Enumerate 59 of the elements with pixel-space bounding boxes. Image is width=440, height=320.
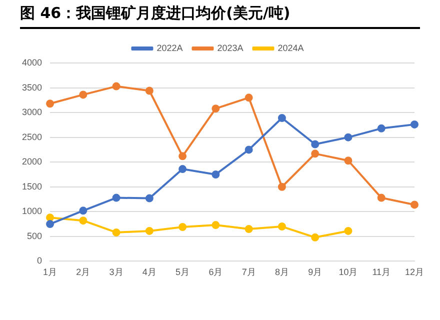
point xyxy=(145,86,154,95)
point xyxy=(344,156,352,165)
point xyxy=(278,182,286,191)
point xyxy=(46,100,54,108)
point xyxy=(244,94,253,102)
point xyxy=(46,214,54,222)
legend-label: 2022A xyxy=(156,42,183,53)
y-tick-label: 500 xyxy=(26,230,42,241)
x-tick-label: 2月 xyxy=(76,267,90,278)
point xyxy=(79,206,88,215)
point xyxy=(278,114,286,122)
point xyxy=(79,216,88,225)
point xyxy=(178,165,187,174)
y-tick-label: 1500 xyxy=(22,181,42,192)
y-tick-label: 3000 xyxy=(22,107,42,118)
x-tick-label: 10月 xyxy=(338,267,358,278)
point xyxy=(278,222,286,231)
point xyxy=(212,221,220,230)
point xyxy=(377,124,386,132)
point xyxy=(178,223,187,232)
legend-label: 2023A xyxy=(217,42,244,53)
x-tick-label: 8月 xyxy=(274,267,289,278)
x-tick-label: 6月 xyxy=(208,267,223,278)
y-tick-label: 2000 xyxy=(22,156,42,167)
point xyxy=(410,120,418,128)
y-tick-label: 2500 xyxy=(22,132,42,142)
x-tick-label: 11月 xyxy=(372,267,391,278)
point xyxy=(244,146,253,154)
y-tick-label: 1000 xyxy=(22,206,42,216)
x-tick-label: 9月 xyxy=(308,267,322,278)
legend-label: 2024A xyxy=(278,42,304,53)
point xyxy=(344,133,352,142)
point xyxy=(410,200,418,209)
y-tick-label: 4000 xyxy=(22,57,42,68)
x-tick-label: 5月 xyxy=(176,267,190,278)
point xyxy=(112,228,120,236)
point xyxy=(178,152,187,160)
point xyxy=(311,233,320,242)
point xyxy=(311,150,320,158)
point xyxy=(244,224,253,233)
x-tick-label: 12月 xyxy=(404,267,424,278)
x-tick-label: 1月 xyxy=(43,267,58,278)
x-tick-label: 4月 xyxy=(142,267,156,278)
point xyxy=(212,170,220,178)
point xyxy=(212,104,220,113)
point xyxy=(112,194,120,202)
y-tick-label: 3500 xyxy=(22,82,42,92)
point xyxy=(311,140,320,148)
chart-title: 图 46：我国锂矿月度进口均价(美元/吨) xyxy=(20,4,420,29)
point xyxy=(145,226,154,235)
point xyxy=(112,82,120,90)
point xyxy=(145,194,154,202)
point xyxy=(79,90,88,99)
y-tick-label: 0 xyxy=(37,256,42,266)
x-tick-label: 7月 xyxy=(242,267,256,278)
point xyxy=(344,226,352,235)
point xyxy=(46,220,54,228)
x-tick-label: 3月 xyxy=(109,267,124,278)
point xyxy=(377,194,386,202)
